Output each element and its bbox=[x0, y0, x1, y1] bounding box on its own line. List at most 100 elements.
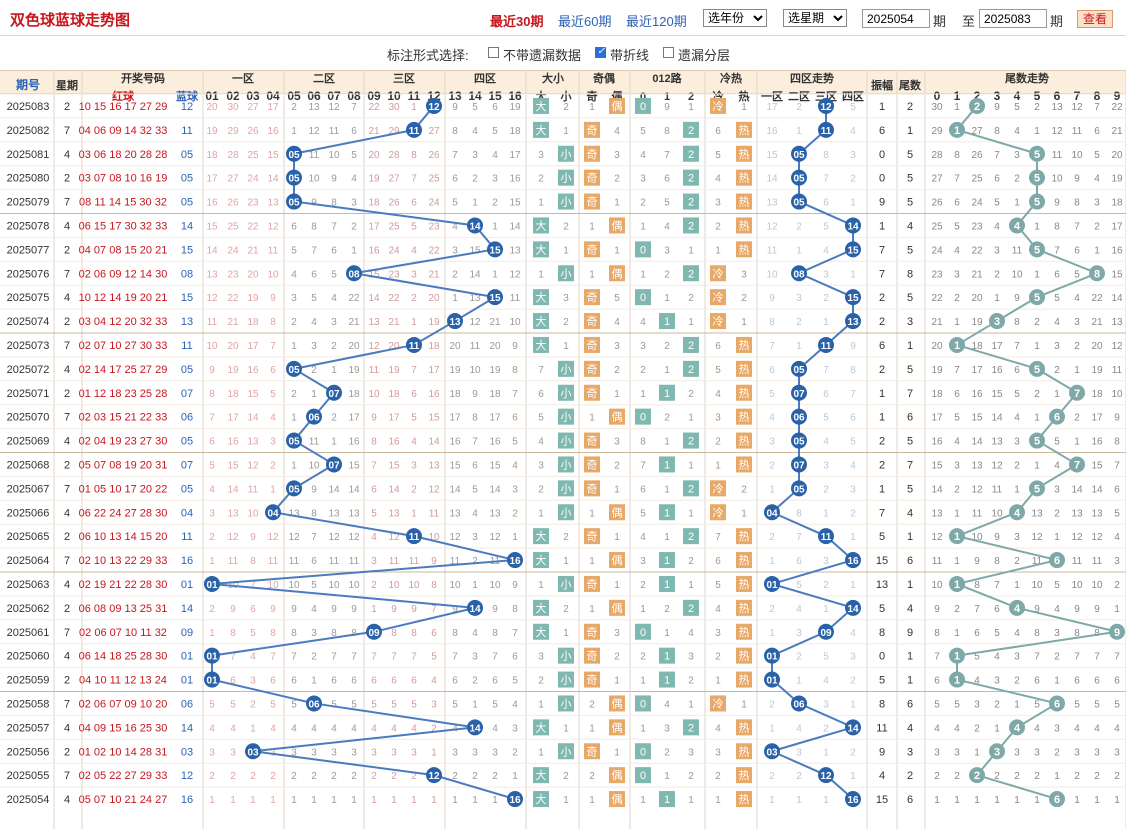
omit-2025080-3: 24 bbox=[247, 174, 259, 185]
oe-box-2025082 bbox=[584, 121, 600, 138]
omit-2025071-2: 18 bbox=[227, 389, 239, 400]
omit-2025054-14: 1 bbox=[472, 795, 478, 806]
tail-omit-2025082-2: 27 bbox=[971, 126, 983, 137]
omit-2025064-13: 11 bbox=[450, 556, 461, 567]
oe-2025076: 偶 bbox=[612, 267, 623, 280]
omit-2025061-8: 8 bbox=[351, 628, 357, 639]
zt-omit-2025069-2: 4 bbox=[823, 437, 829, 448]
omit-2025057-4: 4 bbox=[270, 723, 276, 734]
omit-2025056-13: 3 bbox=[452, 747, 458, 758]
omit-2025056-7: 3 bbox=[331, 747, 337, 758]
year-select[interactable]: 选年份 bbox=[703, 9, 767, 27]
omit-2025066-8: 13 bbox=[348, 508, 360, 519]
route-omit-2025063-2: 1 bbox=[688, 580, 694, 591]
omit-2025082-1: 19 bbox=[206, 126, 218, 137]
week-2025057: 4 bbox=[64, 722, 70, 734]
tail-omit-2025059-4: 2 bbox=[1014, 676, 1020, 687]
hc-omit-2025067-1: 2 bbox=[741, 484, 747, 495]
zt-omit-2025058-3: 1 bbox=[850, 699, 856, 710]
blue-ball-2025055: 12 bbox=[181, 770, 193, 782]
bs-omit-2025076-0: 1 bbox=[538, 269, 544, 280]
omit-2025083-1: 20 bbox=[206, 102, 218, 113]
oe-2025075: 奇 bbox=[587, 291, 598, 304]
tail-omit-2025079-6: 9 bbox=[1054, 198, 1060, 209]
end-period-input[interactable] bbox=[979, 9, 1047, 28]
hc-2025074: 冷 bbox=[713, 315, 724, 328]
route-omit-2025081-1: 7 bbox=[664, 150, 670, 161]
route-omit-2025061-1: 1 bbox=[664, 628, 670, 639]
amp-2025055: 4 bbox=[879, 770, 885, 782]
omit-2025061-15: 8 bbox=[492, 628, 498, 639]
omit-2025075-14: 13 bbox=[469, 293, 481, 304]
hc-2025057: 热 bbox=[739, 721, 750, 734]
oe-2025077: 奇 bbox=[587, 243, 598, 256]
blue-ball-num-2025078: 14 bbox=[469, 221, 481, 232]
omit-2025074-4: 8 bbox=[270, 317, 276, 328]
omit-2025078-4: 12 bbox=[267, 221, 279, 232]
blue-ball-num-2025067: 05 bbox=[288, 484, 300, 495]
zt-omit-2025066-3: 2 bbox=[850, 508, 856, 519]
omit-2025080-12: 25 bbox=[428, 174, 440, 185]
tail-omit-2025058-7: 5 bbox=[1074, 699, 1080, 710]
tail-omit-2025054-5: 1 bbox=[1034, 795, 1040, 806]
blue-ball-num-2025081: 05 bbox=[288, 150, 300, 161]
start-period-input[interactable] bbox=[862, 9, 930, 28]
zt-omit-2025073-1: 1 bbox=[796, 341, 802, 352]
tail-2025058: 6 bbox=[907, 698, 913, 710]
blue-ball-marker-2025068 bbox=[326, 456, 342, 473]
query-button[interactable]: 查看 bbox=[1077, 10, 1113, 28]
tail-omit-2025066-5: 13 bbox=[1031, 508, 1043, 519]
route-2025054: 1 bbox=[664, 794, 670, 806]
zone-ball-num-2025082: 11 bbox=[821, 126, 832, 137]
omit-2025070-16: 6 bbox=[512, 413, 518, 424]
blue-ball-2025067: 05 bbox=[181, 483, 193, 495]
omit-2025061-12: 6 bbox=[431, 628, 437, 639]
zone-ball-num-2025069: 05 bbox=[793, 437, 805, 448]
omit-2025078-8: 2 bbox=[351, 221, 357, 232]
range-60-link[interactable]: 最近60期 bbox=[558, 14, 612, 29]
zt-omit-2025063-3: 1 bbox=[850, 580, 856, 591]
oe-box-2025071 bbox=[584, 384, 600, 401]
omit-2025070-3: 14 bbox=[247, 413, 259, 424]
hc-2025077: 热 bbox=[739, 243, 750, 256]
tail-ball-marker-2025066 bbox=[1009, 504, 1025, 521]
route-box-2025059 bbox=[659, 671, 675, 688]
tail-omit-2025056-9: 3 bbox=[1114, 747, 1120, 758]
bs-box-2025059 bbox=[558, 671, 574, 688]
omit-2025063-10: 10 bbox=[388, 580, 400, 591]
red-balls-2025081: 03 06 18 20 28 28 bbox=[79, 149, 168, 161]
omit-2025054-13: 1 bbox=[452, 795, 458, 806]
range-120-link[interactable]: 最近120期 bbox=[626, 14, 687, 29]
omit-2025065-7: 12 bbox=[328, 532, 340, 543]
omit-2025079-16: 15 bbox=[509, 198, 521, 209]
tail-omit-2025072-2: 17 bbox=[971, 365, 983, 376]
route-omit-2025082-0: 5 bbox=[640, 126, 646, 137]
tail-omit-2025073-8: 20 bbox=[1091, 341, 1103, 352]
zone-ball-num-2025078: 14 bbox=[847, 221, 859, 232]
route-omit-2025055-1: 1 bbox=[664, 771, 670, 782]
tail-ball-num-2025059: 1 bbox=[954, 675, 960, 687]
blue-ball-2025062: 14 bbox=[181, 603, 193, 615]
oe-2025071: 奇 bbox=[587, 387, 598, 400]
period-2025056: 2025056 bbox=[7, 746, 50, 758]
period-2025055: 2025055 bbox=[7, 770, 50, 782]
omit-2025057-12: 2 bbox=[431, 723, 437, 734]
omit-2025066-7: 13 bbox=[328, 508, 340, 519]
bs-omit-2025077-1: 1 bbox=[563, 245, 569, 256]
omit-2025081-11: 8 bbox=[411, 150, 417, 161]
tail-ball-marker-2025083 bbox=[969, 97, 985, 114]
omit-2025076-3: 20 bbox=[247, 269, 259, 280]
omit-2025078-7: 7 bbox=[331, 221, 337, 232]
hc-box-2025057 bbox=[736, 719, 752, 736]
omit-2025065-9: 4 bbox=[371, 532, 377, 543]
week-2025081: 4 bbox=[64, 149, 70, 161]
range-30-link[interactable]: 最近30期 bbox=[490, 14, 544, 29]
tail-omit-2025076-0: 23 bbox=[931, 269, 943, 280]
hc-2025071: 热 bbox=[739, 387, 750, 400]
zone-ball-marker-2025065 bbox=[818, 528, 834, 545]
tail-ball-num-2025063: 1 bbox=[954, 579, 960, 591]
blue-ball-num-2025065: 11 bbox=[409, 532, 420, 543]
week-select[interactable]: 选星期 bbox=[783, 9, 847, 27]
route-omit-2025083-2: 1 bbox=[688, 102, 694, 113]
